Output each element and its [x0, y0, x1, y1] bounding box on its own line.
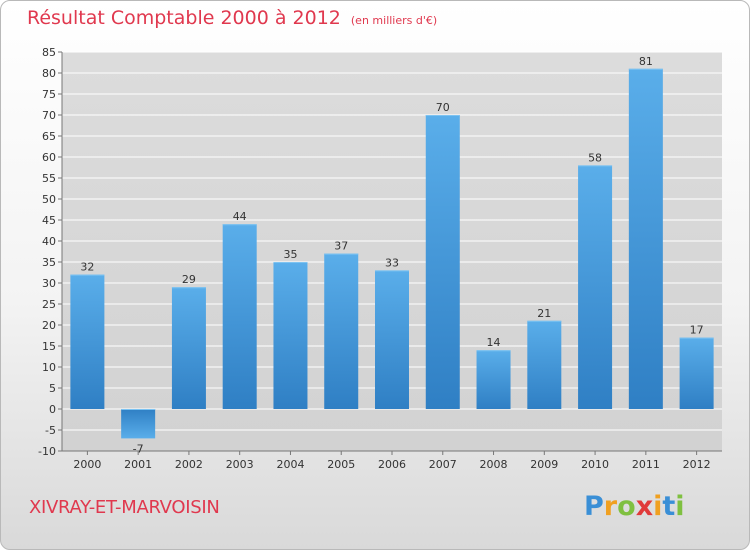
chart-subtitle: (en milliers d'€)	[350, 14, 438, 27]
data-label-2001: -7	[133, 442, 144, 455]
y-tick-label: 25	[42, 298, 56, 311]
y-tick-label: -10	[38, 445, 56, 458]
y-tick-label: 55	[42, 172, 56, 185]
y-tick-label: 20	[42, 319, 56, 332]
logo-letter: i	[653, 491, 663, 522]
bar-2011	[628, 68, 663, 410]
y-tick-label: 5	[49, 382, 56, 395]
x-tick-label: 2007	[429, 458, 457, 471]
bar-2012	[679, 337, 714, 409]
y-tick-label: 40	[42, 235, 56, 248]
x-tick-label: 2010	[581, 458, 609, 471]
y-tick-label: 15	[42, 340, 56, 353]
data-label-2012: 17	[690, 324, 704, 337]
data-label-2011: 81	[639, 55, 653, 68]
y-tick-label: 45	[42, 214, 56, 227]
bar-2002	[171, 287, 206, 409]
proxiti-logo: Proxiti	[584, 491, 685, 522]
data-label-2005: 37	[334, 240, 348, 253]
bar-2008	[476, 350, 511, 409]
bar-2006	[375, 270, 409, 409]
commune-name: XIVRAY-ET-MARVOISIN	[29, 497, 220, 518]
y-tick-label: 0	[49, 403, 56, 416]
y-tick-label: 80	[42, 67, 56, 80]
y-tick-label: 10	[42, 361, 56, 374]
data-label-2000: 32	[80, 261, 94, 274]
logo-letter: i	[675, 491, 685, 522]
x-tick-label: 2001	[124, 458, 152, 471]
x-tick-label: 2009	[530, 458, 558, 471]
y-tick-label: 65	[42, 130, 56, 143]
data-label-2002: 29	[182, 273, 196, 286]
bar-2001	[121, 409, 156, 439]
logo-letter: o	[617, 491, 636, 522]
data-label-2008: 14	[487, 336, 501, 349]
bar-2004	[273, 262, 308, 409]
data-label-2007: 70	[436, 101, 450, 114]
logo-letter: x	[635, 491, 654, 522]
data-label-2010: 58	[588, 151, 602, 164]
data-label-2009: 21	[537, 307, 551, 320]
x-tick-label: 2011	[632, 458, 660, 471]
chart-title: Résultat Comptable 2000 à 2012 (en millie…	[27, 7, 438, 29]
y-tick-label: 30	[42, 277, 56, 290]
y-tick-label: 60	[42, 151, 56, 164]
x-tick-label: 2012	[683, 458, 711, 471]
data-label-2004: 35	[283, 248, 297, 261]
x-tick-label: 2005	[327, 458, 355, 471]
x-tick-label: 2000	[73, 458, 101, 471]
x-tick-label: 2008	[480, 458, 508, 471]
y-tick-label: -5	[45, 424, 56, 437]
x-tick-label: 2003	[226, 458, 254, 471]
bar-2009	[527, 320, 562, 409]
bar-2003	[222, 224, 257, 409]
x-tick-label: 2006	[378, 458, 406, 471]
data-label-2003: 44	[233, 210, 247, 223]
x-tick-label: 2002	[175, 458, 203, 471]
bar-2005	[324, 253, 359, 409]
logo-letter: t	[662, 491, 676, 522]
bar-2007	[425, 115, 460, 409]
logo-letter: r	[603, 491, 618, 522]
logo-letter: P	[584, 491, 604, 522]
y-tick-label: 70	[42, 109, 56, 122]
bar-2000	[70, 274, 105, 409]
y-tick-label: 85	[42, 46, 56, 59]
y-tick-label: 35	[42, 256, 56, 269]
y-tick-label: 75	[42, 88, 56, 101]
bar-2010	[578, 165, 613, 409]
data-label-2006: 33	[385, 256, 399, 269]
y-tick-label: 50	[42, 193, 56, 206]
x-tick-label: 2004	[276, 458, 304, 471]
